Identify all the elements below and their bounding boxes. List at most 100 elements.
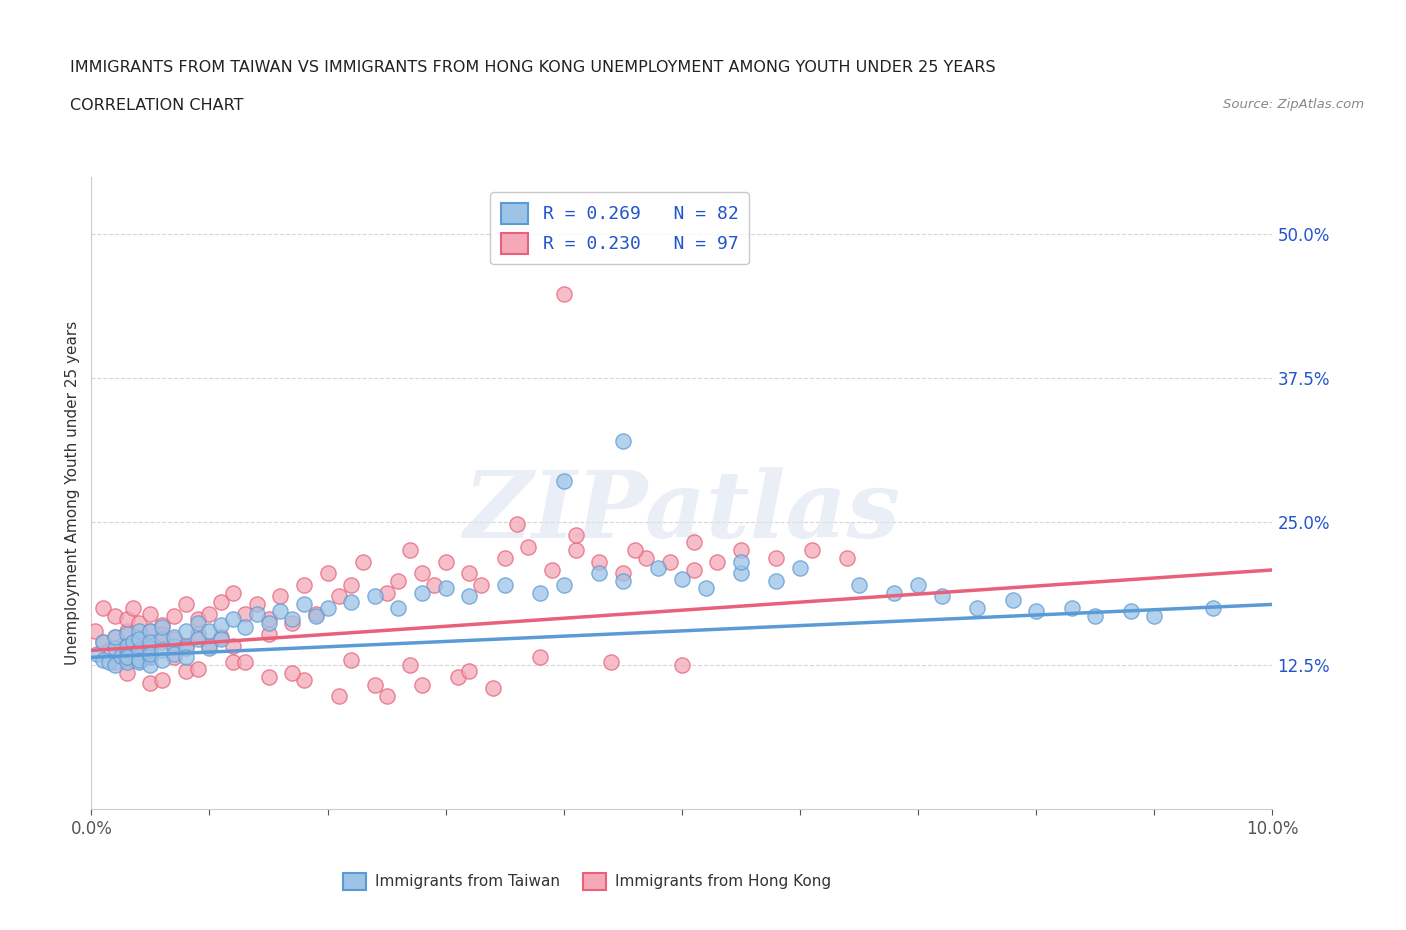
Point xyxy=(104,655,127,670)
Point xyxy=(150,635,173,650)
Point xyxy=(494,551,516,565)
Text: CORRELATION CHART: CORRELATION CHART xyxy=(70,98,243,113)
Point xyxy=(399,658,422,672)
Point xyxy=(84,623,107,638)
Point xyxy=(233,655,256,670)
Point xyxy=(139,650,162,665)
Point xyxy=(163,608,186,623)
Point xyxy=(1025,604,1047,618)
Point xyxy=(209,618,232,632)
Point xyxy=(139,646,162,661)
Y-axis label: Unemployment Among Youth under 25 years: Unemployment Among Youth under 25 years xyxy=(65,321,80,665)
Point xyxy=(966,601,988,616)
Point xyxy=(104,630,127,644)
Legend: Immigrants from Taiwan, Immigrants from Hong Kong: Immigrants from Taiwan, Immigrants from … xyxy=(337,867,838,897)
Point xyxy=(257,612,280,627)
Point xyxy=(139,623,162,638)
Point xyxy=(340,652,363,667)
Point xyxy=(671,658,693,672)
Point xyxy=(340,578,363,592)
Point xyxy=(104,658,127,672)
Point xyxy=(292,597,315,612)
Point xyxy=(434,581,457,596)
Point xyxy=(789,560,811,575)
Point xyxy=(257,670,280,684)
Point xyxy=(91,635,114,650)
Point xyxy=(139,641,162,656)
Point xyxy=(553,578,575,592)
Point xyxy=(612,433,634,448)
Point xyxy=(98,643,121,658)
Point xyxy=(387,574,409,589)
Point xyxy=(517,539,540,554)
Point xyxy=(163,646,186,661)
Point xyxy=(340,594,363,609)
Point xyxy=(98,655,121,670)
Point xyxy=(174,641,197,656)
Point xyxy=(222,638,245,653)
Point xyxy=(1143,608,1166,623)
Point xyxy=(458,589,481,604)
Point xyxy=(139,635,162,650)
Point xyxy=(91,652,114,667)
Point xyxy=(931,589,953,604)
Point xyxy=(257,616,280,631)
Point xyxy=(328,689,350,704)
Point xyxy=(121,635,143,650)
Text: Source: ZipAtlas.com: Source: ZipAtlas.com xyxy=(1223,98,1364,111)
Point xyxy=(730,554,752,569)
Point xyxy=(110,649,132,664)
Point xyxy=(233,606,256,621)
Point xyxy=(564,528,586,543)
Point xyxy=(316,601,339,616)
Point xyxy=(364,589,387,604)
Point xyxy=(494,578,516,592)
Point xyxy=(411,586,433,601)
Point xyxy=(529,586,551,601)
Point xyxy=(765,574,787,589)
Point xyxy=(907,578,929,592)
Point xyxy=(623,543,645,558)
Point xyxy=(198,638,221,653)
Point xyxy=(588,554,610,569)
Point xyxy=(612,566,634,581)
Point xyxy=(1060,601,1083,616)
Point xyxy=(411,677,433,692)
Point xyxy=(647,560,669,575)
Point xyxy=(128,655,150,670)
Point xyxy=(104,608,127,623)
Point xyxy=(364,677,387,692)
Point xyxy=(198,641,221,656)
Point xyxy=(174,623,197,638)
Point xyxy=(292,578,315,592)
Point xyxy=(529,650,551,665)
Point xyxy=(269,589,291,604)
Point xyxy=(128,650,150,665)
Point xyxy=(482,681,505,696)
Point xyxy=(121,601,143,616)
Point xyxy=(553,474,575,489)
Point xyxy=(115,612,138,627)
Point xyxy=(115,666,138,681)
Point xyxy=(222,655,245,670)
Point xyxy=(292,673,315,688)
Point xyxy=(209,594,232,609)
Point xyxy=(115,638,138,653)
Point xyxy=(187,631,209,646)
Point xyxy=(800,543,823,558)
Point xyxy=(115,655,138,670)
Point xyxy=(281,666,304,681)
Point xyxy=(150,618,173,632)
Point xyxy=(91,601,114,616)
Point xyxy=(115,650,138,665)
Point xyxy=(187,616,209,631)
Point xyxy=(387,601,409,616)
Point xyxy=(316,566,339,581)
Point xyxy=(470,578,492,592)
Point xyxy=(1202,601,1225,616)
Point xyxy=(671,572,693,587)
Point xyxy=(423,578,446,592)
Point xyxy=(588,566,610,581)
Point xyxy=(446,670,468,684)
Point xyxy=(1084,608,1107,623)
